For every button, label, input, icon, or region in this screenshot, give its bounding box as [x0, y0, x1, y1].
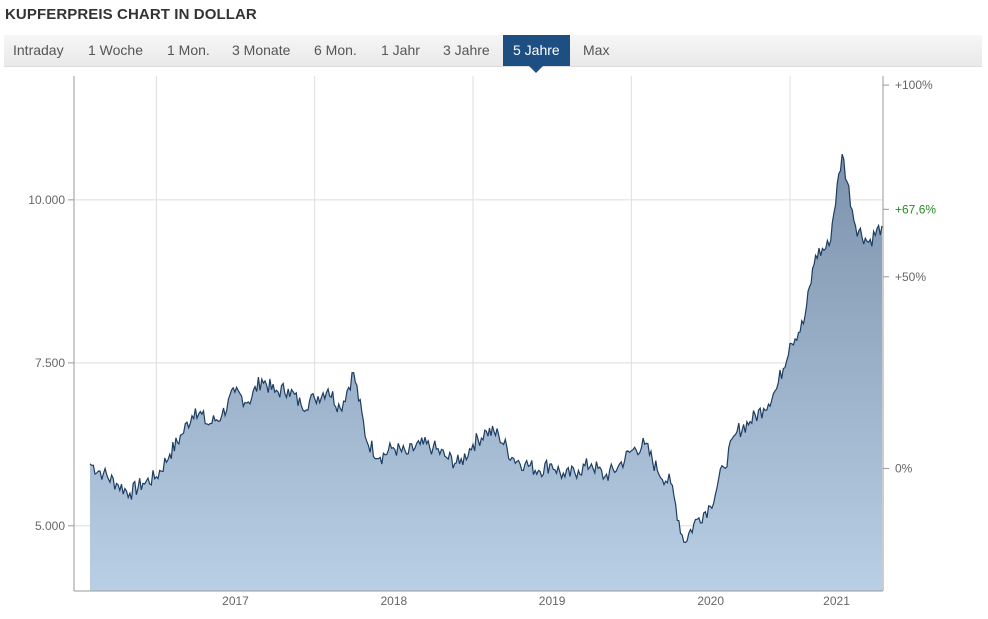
tab-intraday[interactable]: Intraday [13, 42, 64, 58]
x-tick-label: 2021 [823, 594, 850, 608]
timeframe-tabs: Intraday 1 Woche 1 Mon. 3 Monate 6 Mon. … [4, 35, 982, 73]
x-tick-label: 2017 [222, 594, 249, 608]
axes [68, 76, 889, 592]
tab-5-jahre[interactable]: 5 Jahre [503, 35, 570, 73]
y2-tick-label: +100% [895, 78, 933, 92]
y2-tick-label: 0% [895, 461, 913, 475]
y-tick-label: 10.000 [28, 193, 65, 207]
y2-tick-label: +50% [895, 270, 926, 284]
y-tick-label: 5.000 [35, 519, 65, 533]
copper-price-chart: 5.000 7.500 10.000 2017 2018 2019 2020 2021 0% +5… [28, 76, 936, 608]
tab-1-mon[interactable]: 1 Mon. [167, 42, 210, 58]
tab-3-jahre[interactable]: 3 Jahre [443, 42, 490, 58]
y-tick-label: 7.500 [35, 356, 65, 370]
price-line [89, 154, 883, 544]
tab-1-jahr[interactable]: 1 Jahr [381, 42, 420, 58]
page-title: KUPFERPREIS CHART IN DOLLAR [5, 6, 257, 23]
price-area [90, 154, 882, 591]
tick-labels: 5.000 7.500 10.000 2017 2018 2019 2020 2021 0% +5… [28, 78, 936, 608]
tab-6-mon[interactable]: 6 Mon. [314, 42, 357, 58]
tab-3-monate[interactable]: 3 Monate [232, 42, 291, 58]
x-tick-label: 2018 [380, 594, 407, 608]
last-change-label: +67,6% [895, 202, 936, 216]
tab-max[interactable]: Max [583, 42, 610, 58]
x-tick-label: 2019 [539, 594, 566, 608]
x-tick-label: 2020 [697, 594, 724, 608]
tab-1-woche[interactable]: 1 Woche [88, 42, 143, 58]
